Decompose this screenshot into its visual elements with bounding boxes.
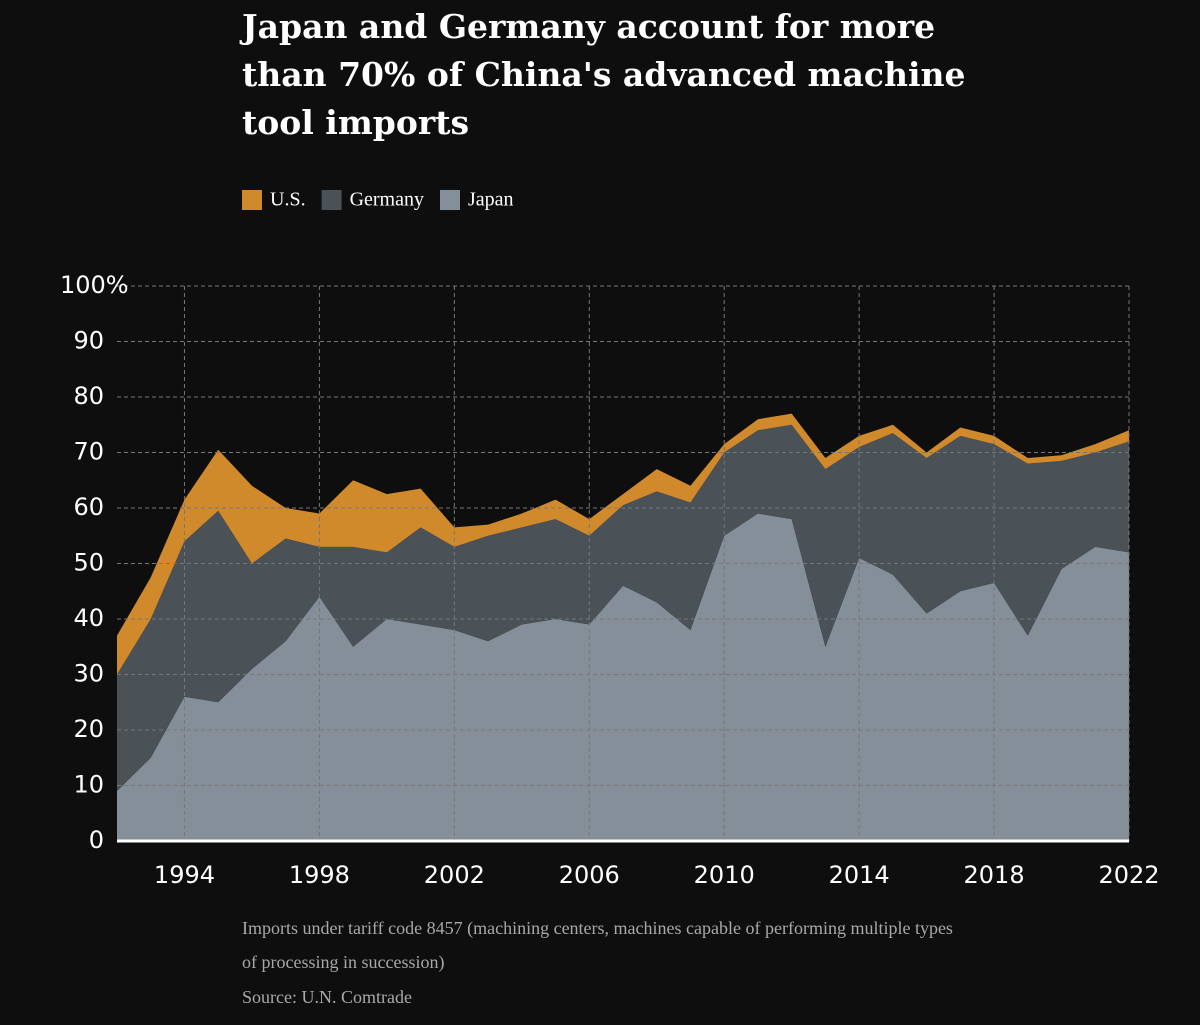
x-tick-label: 2006 [559,861,620,889]
y-tick-label: 0 [89,826,104,854]
y-tick-label: 60 [73,493,104,521]
area [117,424,1129,792]
legend-swatch [242,190,262,210]
legend-swatch [321,190,342,210]
source: Source: U.N. Comtrade [242,987,412,1007]
y-tick-label: 70 [73,438,104,466]
legend-label: U.S. [270,189,306,211]
y-tick-label: 100% [60,271,129,299]
x-tick-label: 2022 [1098,861,1159,889]
footnote: Imports under tariff code 8457 (machinin… [242,918,953,973]
area [117,513,1129,841]
area [117,413,1129,675]
y-tick-label: 90 [73,327,104,355]
x-tick-label: 2002 [424,861,485,889]
chart-title: Japan and Germany account for more than 7… [239,7,965,142]
x-tick-label: 1998 [289,861,350,889]
legend-label: Japan [468,189,514,211]
x-tick-label: 2014 [829,861,890,889]
x-tick-label: 2010 [694,861,755,889]
y-tick-label: 10 [73,771,104,799]
y-tick-label: 40 [73,604,104,632]
y-tick-label: 30 [73,660,104,688]
x-tick-label: 1994 [154,861,215,889]
legend-swatch [440,190,460,210]
y-tick-label: 80 [73,382,104,410]
x-tick-label: 2018 [964,861,1025,889]
legend-label: Germany [350,189,424,211]
y-tick-label: 50 [73,549,104,577]
y-tick-label: 20 [73,715,104,743]
